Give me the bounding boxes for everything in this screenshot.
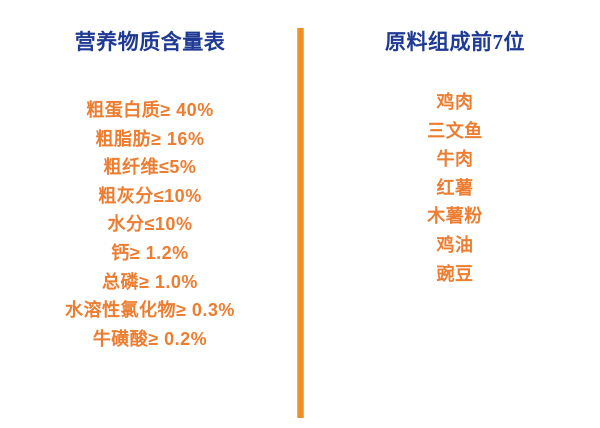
ingredient-item: 鸡肉 <box>436 92 474 112</box>
ingredient-item: 豌豆 <box>436 263 474 284</box>
vertical-divider <box>297 28 304 418</box>
nutrition-item: 水溶性氯化物≥ 0.3% <box>65 300 235 321</box>
ingredient-item: 鸡油 <box>436 234 474 255</box>
nutrition-item: 粗灰分≤10% <box>98 185 202 206</box>
nutrition-item: 粗脂肪≥ 16% <box>95 128 205 149</box>
nutrition-list: 粗蛋白质≥ 40% 粗脂肪≥ 16% 粗纤维≤5% 粗灰分≤10% 水分≤10%… <box>0 96 300 353</box>
nutrition-item: 粗蛋白质≥ 40% <box>86 100 214 120</box>
ingredients-panel-title: 原料组成前7位 <box>385 30 525 54</box>
ingredients-panel: 原料组成前7位 鸡肉 三文鱼 牛肉 红薯 木薯粉 鸡油 豌豆 <box>310 0 600 428</box>
ingredient-item: 三文鱼 <box>427 120 483 141</box>
nutrition-item: 总磷≥ 1.0% <box>102 271 198 292</box>
nutrition-panel-title: 营养物质含量表 <box>74 30 226 54</box>
ingredient-item: 红薯 <box>436 177 474 198</box>
nutrition-panel: 营养物质含量表 粗蛋白质≥ 40% 粗脂肪≥ 16% 粗纤维≤5% 粗灰分≤10… <box>0 30 300 353</box>
nutrition-item: 钙≥ 1.2% <box>111 242 189 263</box>
ingredient-item: 牛肉 <box>436 149 474 170</box>
nutrition-item: 粗纤维≤5% <box>103 157 197 178</box>
nutrition-item: 牛磺酸≥ 0.2% <box>92 328 208 349</box>
ingredient-item: 木薯粉 <box>427 206 483 227</box>
nutrition-item: 水分≤10% <box>107 214 193 235</box>
ingredients-list: 鸡肉 三文鱼 牛肉 红薯 木薯粉 鸡油 豌豆 <box>310 88 600 288</box>
